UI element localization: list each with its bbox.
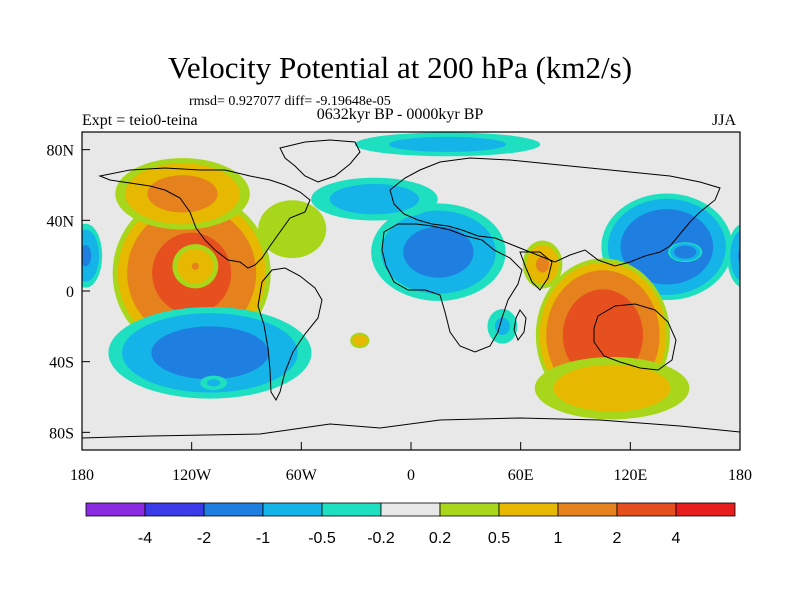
contour-band-south-atlantic-high: [352, 334, 368, 347]
x-tick-label: 180: [70, 467, 94, 484]
coast-eurasia: [389, 157, 721, 267]
contour-band-west-pacific-core: [673, 245, 697, 259]
coast-north-america: [98, 167, 311, 269]
coast-south-america: [257, 267, 323, 402]
colorbar-label: -2: [197, 530, 211, 547]
contour-band-south-pacific-core: [206, 379, 221, 387]
colorbar-swatch: [439, 502, 500, 517]
x-tick-label: 60E: [508, 467, 534, 484]
colorbar-swatch: [321, 502, 382, 517]
y-tick-label: 80N: [46, 143, 74, 160]
colorbar-swatch: [557, 502, 618, 517]
contour-field: [82, 132, 740, 450]
colorbar: -4 -2 -1 -0.5 -0.2 0.2 0.5 1 2 4: [85, 502, 736, 547]
x-tick-label: 180: [728, 467, 752, 484]
colorbar-swatch: [616, 502, 677, 517]
contour-band-caribbean-tongue: [258, 200, 327, 259]
y-tick-label: 80S: [49, 425, 74, 442]
y-tick-label: 40S: [49, 355, 74, 372]
colorbar-label: -4: [138, 530, 152, 547]
season-label: JJA: [712, 112, 737, 129]
colorbar-label: -1: [256, 530, 270, 547]
colorbar-swatch: [85, 502, 146, 517]
colorbar-label: 0.5: [488, 530, 510, 547]
coast-australia: [593, 303, 677, 371]
contour-band-east-pacific-core: [191, 262, 199, 270]
colorbar-swatch: [380, 502, 441, 517]
contour-band-south-pacific-low: [151, 326, 269, 380]
experiment-label: Expt = teio0-teina: [82, 112, 198, 129]
colorbar-label: 2: [613, 530, 622, 547]
contour-band-arabian-low: [494, 317, 510, 335]
colorbar-swatch: [144, 502, 205, 517]
contour-band-arctic-low: [388, 136, 507, 152]
stats-text: rmsd= 0.927077 diff= -9.19648e-05: [189, 94, 391, 109]
coast-antarctica: [82, 417, 740, 439]
contour-band-africa-low: [403, 226, 474, 278]
colorbar-swatch: [203, 502, 264, 517]
x-tick-label: 0: [407, 467, 415, 484]
colorbar-label: 0.2: [429, 530, 451, 547]
contour-band-north-pacific-high: [147, 175, 218, 213]
y-tick-label: 0: [66, 284, 74, 301]
period-label: 0632kyr BP - 0000kyr BP: [316, 106, 484, 123]
colorbar-label: -0.5: [308, 530, 336, 547]
contour-band-south-indian-high: [553, 364, 671, 412]
contour-band-dateline-low: [82, 245, 92, 267]
coast-madagascar: [513, 309, 527, 342]
y-tick-label: 40N: [46, 213, 74, 230]
colorbar-swatch: [498, 502, 559, 517]
coast-greenland: [279, 139, 361, 183]
colorbar-label: 4: [672, 530, 681, 547]
x-tick-label: 120E: [613, 467, 647, 484]
contour-band-west-pacific-low: [620, 209, 714, 285]
axes: 180 120W 60W 0 60E 120E 180 80N 40N 0 40S 80S: [46, 143, 752, 484]
contour-band-dateline-low: [730, 230, 740, 281]
colorbar-swatch: [675, 502, 736, 517]
contour-band-north-atlantic-low: [329, 183, 420, 215]
colorbar-label: -0.2: [367, 530, 395, 547]
contour-band-east-africa-high: [535, 256, 550, 273]
coast-india: [519, 251, 553, 291]
x-tick-label: 60W: [286, 467, 318, 484]
colorbar-swatch: [262, 502, 323, 517]
coast-africa: [381, 223, 523, 353]
chart-title: Velocity Potential at 200 hPa (km2/s): [167, 50, 633, 85]
coastlines: [82, 139, 740, 439]
colorbar-label: 1: [554, 530, 563, 547]
x-tick-label: 120W: [172, 467, 212, 484]
